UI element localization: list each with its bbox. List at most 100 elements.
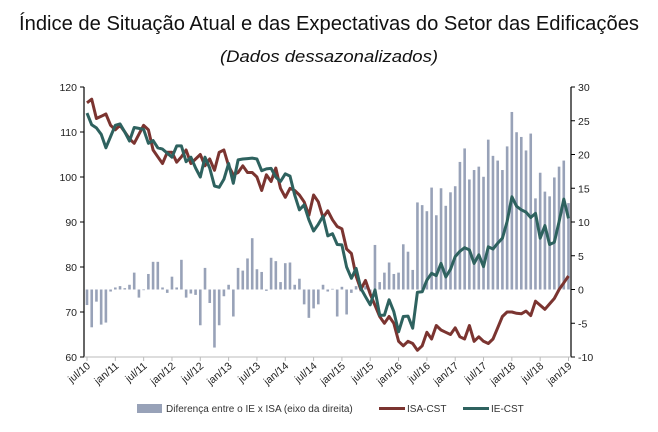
bar [491,155,495,290]
bar [562,160,566,290]
bar [477,166,481,290]
bar [109,289,112,292]
bar [274,261,278,290]
legend-label-isa: ISA-CST [407,404,446,415]
x-tick-label: jan/11 [91,360,121,388]
bar [104,289,108,323]
bar [241,270,245,290]
bar [213,289,216,348]
bar [189,289,193,294]
bar [137,289,141,298]
bar [482,176,485,290]
x-tick-label: jan/17 [431,360,462,388]
bar [392,273,396,290]
x-tick-label: jul/18 [518,360,546,386]
bar [397,272,400,290]
bar [364,286,367,290]
bar [472,170,476,290]
x-tick-label: jul/13 [235,360,263,386]
bar [335,289,339,317]
bar [95,289,98,302]
bar [401,244,405,290]
bar [132,272,136,290]
bar [468,179,471,290]
bar [416,202,419,290]
bar [151,261,155,290]
y-left-tick-label: 90 [65,217,77,229]
bar [411,269,415,290]
bar [246,258,249,290]
bar [515,132,518,290]
x-tick-label: jul/11 [122,360,149,386]
bar [406,251,410,290]
bar [449,192,452,290]
bar [567,203,570,290]
bar [373,244,377,290]
bar [90,289,94,328]
bar [350,289,353,293]
bar [463,148,466,290]
bar [175,287,178,290]
x-tick-label: jan/19 [544,360,575,388]
x-tick-label: jul/14 [292,360,320,386]
legend-label-ie: IE-CST [491,404,524,415]
bar [156,261,160,290]
bar [293,284,297,290]
bar [496,160,499,290]
bar [123,288,127,290]
bar [170,276,174,290]
y-right-tick-label: 10 [578,217,590,229]
y-right-tick-label: 30 [578,82,590,94]
y-right-tick-label: 5 [578,251,584,263]
bar [529,133,533,290]
bar [288,262,292,290]
bar [439,188,443,290]
bar [142,289,145,291]
bar [501,170,504,290]
x-tick-label: jul/17 [462,360,490,386]
bar [387,262,391,290]
chart-subtitle: (Dados dessazonalizados) [220,47,438,66]
bar [279,282,282,290]
chart-title: Índice de Situação Atual e das Expectati… [19,12,639,35]
x-tick-label: jan/14 [261,360,292,388]
bar [180,259,183,290]
bar [383,272,386,290]
bar [265,289,268,291]
bar [298,278,301,290]
x-tick-label: jul/12 [179,360,207,386]
y-left-tick-label: 70 [65,307,77,319]
bar [444,205,448,290]
bar [85,289,89,306]
bar [227,284,230,290]
bar [435,215,438,290]
bar [524,150,528,290]
bar [203,267,207,290]
bar [543,191,547,290]
y-right-tick-label: -10 [578,352,593,364]
bar [326,289,330,292]
x-tick-label: jan/13 [204,360,235,388]
bar [354,286,358,290]
bar [302,289,306,305]
bar [430,187,433,290]
legend-label-diferenca: Diferença entre o IE x ISA (eixo da dire… [166,404,353,415]
bar [453,186,457,290]
bar [198,289,202,326]
x-tick-label: jan/16 [374,360,405,388]
bar [255,269,259,290]
bar [222,289,226,297]
bar [165,289,169,293]
bar [307,289,311,318]
y-left-tick-label: 60 [65,352,77,364]
bar [534,198,537,290]
bar [331,288,334,290]
bar [260,271,263,290]
bar [553,177,556,290]
x-tick-label: jul/15 [348,360,376,386]
y-right-tick-label: 0 [578,285,584,297]
bar [232,289,235,317]
bar [147,273,150,290]
y-left-tick-label: 110 [60,127,77,139]
